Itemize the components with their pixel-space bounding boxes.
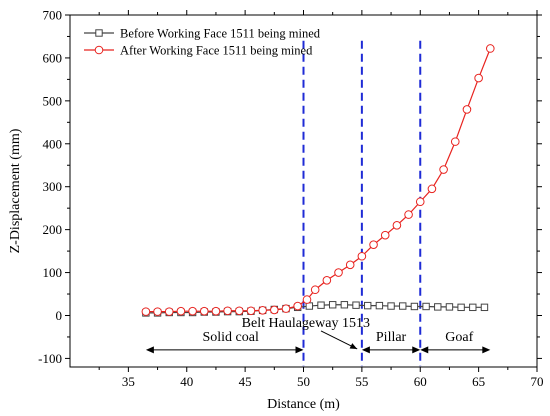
arrowhead-solid-right [295,346,304,354]
data-point-after [281,304,291,313]
data-point-after [310,285,320,295]
y-tick-label: 100 [43,265,63,280]
legend-marker-after [94,45,104,55]
arrowhead-goaf-right [482,346,491,354]
x-tick-label: 40 [180,374,193,389]
data-point-after [153,307,162,316]
data-point-after [176,306,186,316]
data-point-after [392,221,402,230]
region-label-pillar: Pillar [376,330,407,345]
y-tick-label: 400 [43,136,63,151]
x-tick-label: 45 [239,374,252,389]
region-label-goaf: Goaf [445,330,473,345]
data-point-after [427,184,437,194]
x-tick-label: 70 [531,374,544,389]
data-point-after [486,44,495,53]
data-point-before [422,302,430,311]
data-point-before [387,302,395,310]
data-point-after [164,307,174,316]
plot-frame [69,14,538,368]
region-label-solid-coal: Solid coal [202,330,258,345]
marks-layer [141,40,495,367]
x-axis-title: Distance (m) [267,397,340,412]
x-tick-label: 65 [472,374,485,389]
y-tick-label: 0 [56,308,63,323]
y-tick-label: 200 [43,222,63,237]
series-line-1 [145,48,491,313]
belt-pointer-arrowhead [349,343,358,349]
arrowhead-pillar-right [412,346,421,354]
data-point-before [469,303,477,312]
x-tick-label: 35 [122,374,135,389]
data-point-after [223,306,232,316]
data-point-after [334,268,343,277]
data-point-before [457,303,465,312]
data-point-after [474,73,483,83]
data-point-after [415,197,425,207]
y-tick-label: -100 [38,351,62,366]
data-point-before [375,301,384,310]
y-axis-title: Z-Displacement (mm) [8,128,23,253]
data-point-after [258,306,267,315]
legend: Before Working Face 1511 being mined Aft… [84,27,321,58]
x-tick-label: 55 [355,374,368,389]
arrowhead-pillar-left [361,346,370,354]
y-tick-label: 500 [43,93,63,108]
data-point-before [480,303,489,312]
data-point-before [410,302,419,311]
data-point-after [246,306,256,316]
data-point-after [199,306,209,316]
data-point-before [340,301,349,309]
data-point-after [357,251,367,261]
data-point-after [293,301,302,311]
y-tick-label: 600 [43,50,63,65]
x-tick-label: 50 [297,374,310,389]
annotation-belt-haulageway: Belt Haulageway 1513 [242,316,370,331]
data-point-before [364,301,372,310]
y-tick-label: 300 [43,179,63,194]
data-point-after [450,137,460,146]
data-point-after [404,210,413,219]
data-point-after [322,275,332,285]
data-point-before [399,302,407,310]
arrowhead-goaf-left [420,346,429,354]
data-point-after [380,230,390,240]
legend-marker-before [95,29,103,37]
x-tick-label: 60 [414,374,427,389]
data-point-after [345,260,355,270]
data-point-after [462,105,472,114]
data-point-after [270,305,279,315]
legend-label-before: Before Working Face 1511 being mined [120,27,321,41]
arrowhead-solid-left [145,346,154,354]
data-point-after [234,306,244,316]
data-point-after [211,306,221,316]
data-point-after [439,165,448,174]
y-tick-label: 700 [43,8,63,23]
ticks-layer: 35 40 45 50 55 60 65 70 -100 0 100 200 300 400 500 600 7… [38,8,543,390]
data-point-after [141,307,151,316]
data-point-before [352,301,360,309]
data-point-before [317,301,325,309]
data-point-after [369,240,378,249]
data-point-before [445,303,454,311]
data-point-after [188,306,197,316]
data-point-after [302,295,312,304]
legend-label-after: After Working Face 1511 being mined [120,44,313,58]
data-point-before [328,301,337,309]
data-point-before [434,303,442,311]
